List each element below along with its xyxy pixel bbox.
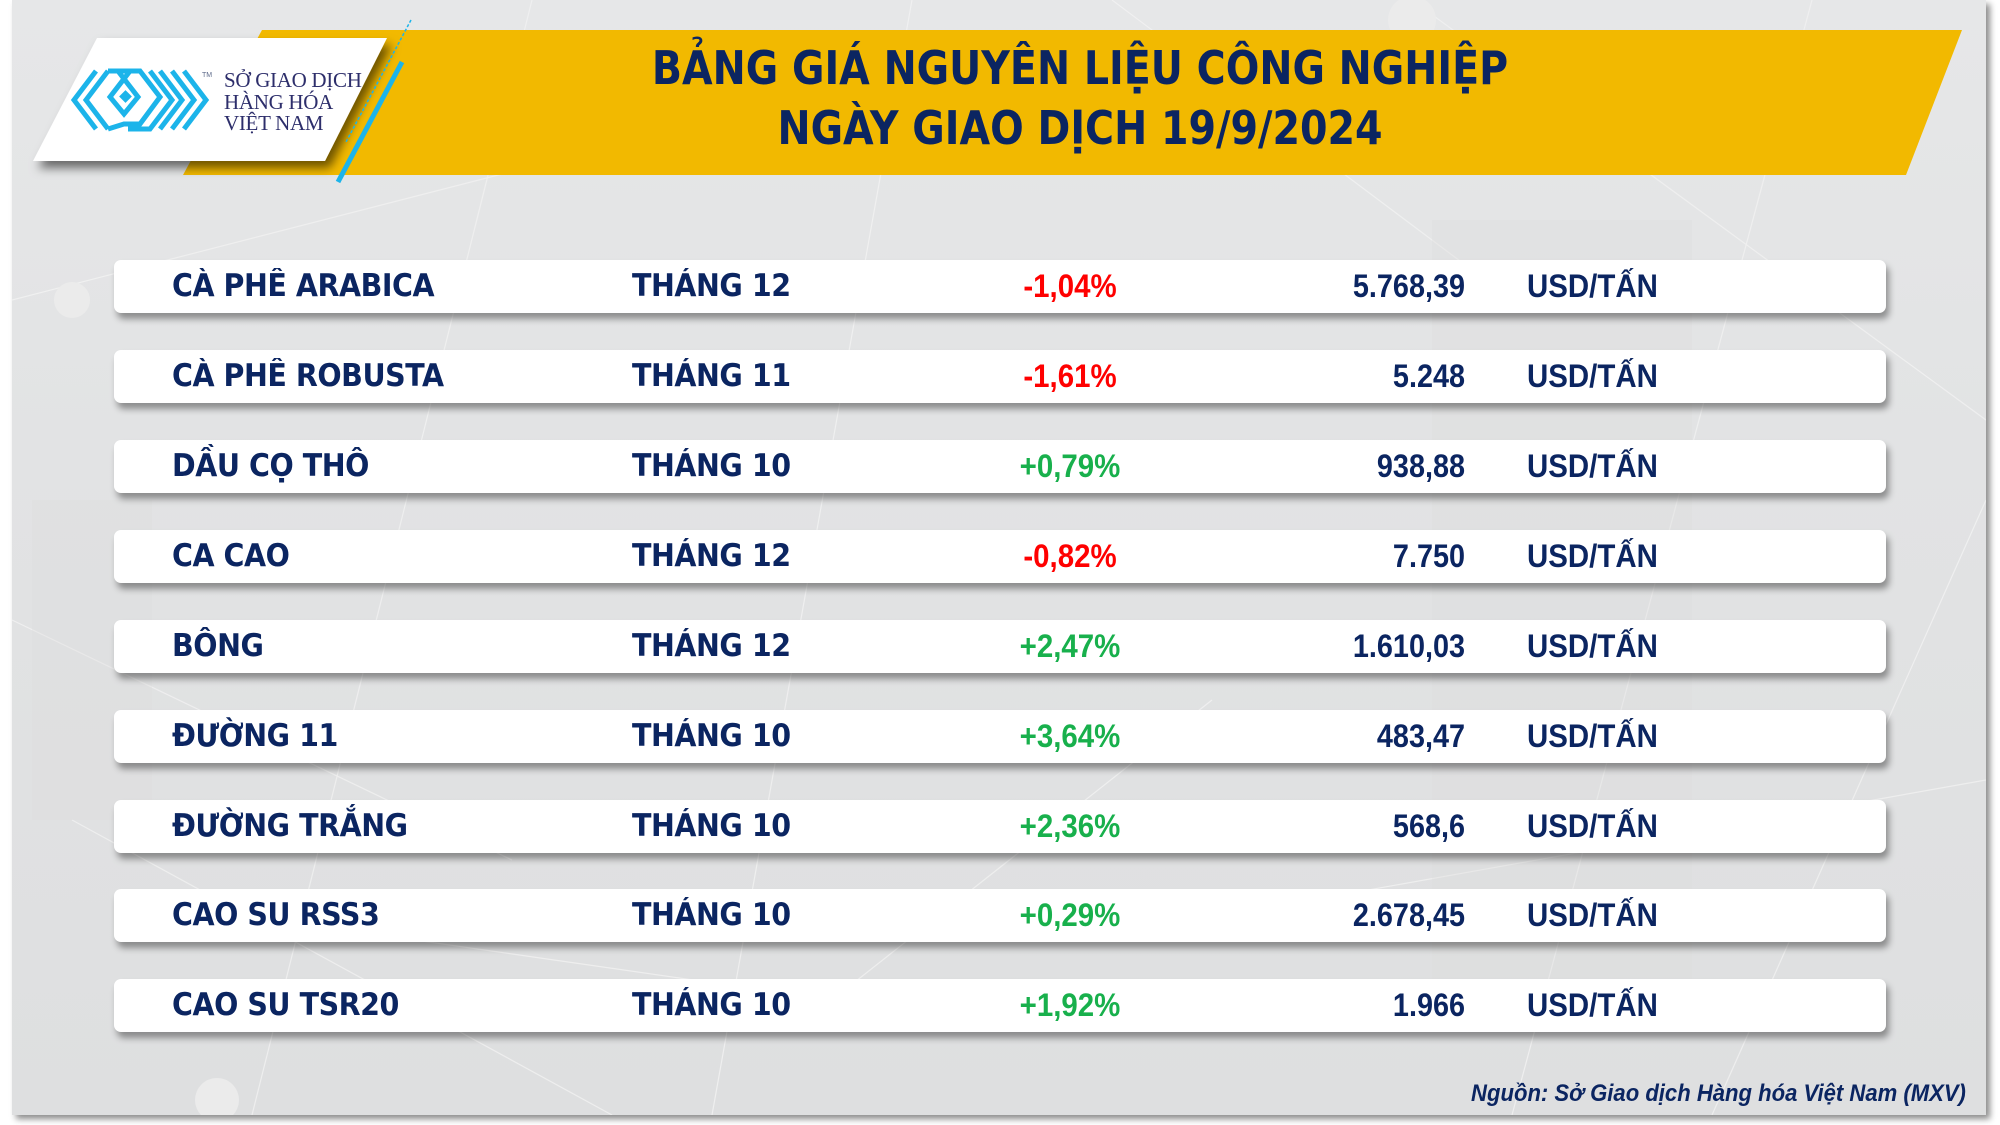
title-line-2: NGÀY GIAO DỊCH 19/9/2024 — [777, 101, 1383, 155]
change-percent: -1,61% — [1023, 358, 1117, 394]
change-percent: +3,64% — [1019, 718, 1121, 754]
change-percent: +1,92% — [1019, 987, 1121, 1023]
price-value: 568,6 — [1392, 808, 1465, 844]
logo-line-2: HÀNG HÓA — [224, 89, 334, 114]
contract-month: THÁNG 12 — [632, 628, 791, 664]
price-unit: USD/TẤN — [1527, 538, 1658, 574]
price-value: 2.678,45 — [1352, 897, 1465, 933]
table-row: ĐƯỜNG TRẮNG THÁNG 10 +2,36% 568,6 USD/TẤ… — [114, 800, 1886, 853]
table-row: CAO SU TSR20 THÁNG 10 +1,92% 1.966 USD/T… — [114, 979, 1886, 1032]
contract-month: THÁNG 10 — [632, 448, 791, 484]
trademark-mark: TM — [202, 72, 213, 79]
commodity-name: CÀ PHÊ ARABICA — [172, 268, 435, 304]
table-row: ĐƯỜNG 11 THÁNG 10 +3,64% 483,47 USD/TẤN — [114, 710, 1886, 763]
change-percent: -0,82% — [1023, 538, 1117, 574]
table-row: CÀ PHÊ ROBUSTA THÁNG 11 -1,61% 5.248 USD… — [114, 350, 1886, 403]
title-line-1: BẢNG GIÁ NGUYÊN LIỆU CÔNG NGHIỆP — [651, 41, 1509, 95]
change-percent: +2,47% — [1019, 628, 1121, 664]
commodity-name: CA CAO — [172, 538, 290, 574]
price-unit: USD/TẤN — [1527, 897, 1658, 933]
contract-month: THÁNG 12 — [632, 268, 791, 304]
logo-line-1: SỞ GIAO DỊCH — [224, 68, 362, 92]
yellow-title-band — [183, 30, 1962, 175]
price-value: 1.610,03 — [1352, 628, 1465, 664]
commodity-name: CAO SU RSS3 — [172, 897, 380, 933]
commodity-name: CAO SU TSR20 — [172, 987, 399, 1023]
price-unit: USD/TẤN — [1527, 268, 1658, 304]
contract-month: THÁNG 10 — [632, 897, 791, 933]
price-value: 5.768,39 — [1352, 268, 1465, 304]
table-row: CA CAO THÁNG 12 -0,82% 7.750 USD/TẤN — [114, 530, 1886, 583]
price-value: 1.966 — [1392, 987, 1465, 1023]
price-unit: USD/TẤN — [1527, 718, 1658, 754]
change-percent: +0,29% — [1019, 897, 1121, 933]
source-note: Nguồn: Sở Giao dịch Hàng hóa Việt Nam (M… — [1471, 1080, 1966, 1107]
price-value: 7.750 — [1392, 538, 1465, 574]
table-row: CAO SU RSS3 THÁNG 10 +0,29% 2.678,45 USD… — [114, 889, 1886, 942]
table-row: DẦU CỌ THÔ THÁNG 10 +0,79% 938,88 USD/TẤ… — [114, 440, 1886, 493]
contract-month: THÁNG 12 — [632, 538, 791, 574]
logo-wordmark: SỞ GIAO DỊCH HÀNG HÓA VIỆT NAM — [224, 68, 362, 135]
accent-thick-line — [335, 60, 405, 184]
price-value: 5.248 — [1392, 358, 1465, 394]
commodity-name: CÀ PHÊ ROBUSTA — [172, 358, 444, 394]
price-unit: USD/TẤN — [1527, 358, 1658, 394]
change-percent: +2,36% — [1019, 808, 1121, 844]
contract-month: THÁNG 11 — [632, 358, 791, 394]
logo-line-3: VIỆT NAM — [224, 111, 324, 135]
contract-month: THÁNG 10 — [632, 718, 791, 754]
price-unit: USD/TẤN — [1527, 808, 1658, 844]
commodity-name: ĐƯỜNG TRẮNG — [172, 808, 408, 844]
price-unit: USD/TẤN — [1527, 448, 1658, 484]
change-percent: +0,79% — [1019, 448, 1121, 484]
accent-thin-line — [345, 19, 412, 143]
price-unit: USD/TẤN — [1527, 987, 1658, 1023]
header-banner — [33, 19, 1962, 184]
change-percent: -1,04% — [1023, 268, 1117, 304]
commodity-name: ĐƯỜNG 11 — [172, 718, 338, 754]
table-row: CÀ PHÊ ARABICA THÁNG 12 -1,04% 5.768,39 … — [114, 260, 1886, 313]
page-title: BẢNG GIÁ NGUYÊN LIỆU CÔNG NGHIỆP NGÀY GI… — [530, 38, 1631, 158]
commodity-name: BÔNG — [172, 628, 264, 664]
price-value: 938,88 — [1376, 448, 1465, 484]
table-row: BÔNG THÁNG 12 +2,47% 1.610,03 USD/TẤN — [114, 620, 1886, 673]
contract-month: THÁNG 10 — [632, 808, 791, 844]
price-value: 483,47 — [1376, 718, 1465, 754]
price-unit: USD/TẤN — [1527, 628, 1658, 664]
commodity-name: DẦU CỌ THÔ — [172, 448, 369, 484]
contract-month: THÁNG 10 — [632, 987, 791, 1023]
